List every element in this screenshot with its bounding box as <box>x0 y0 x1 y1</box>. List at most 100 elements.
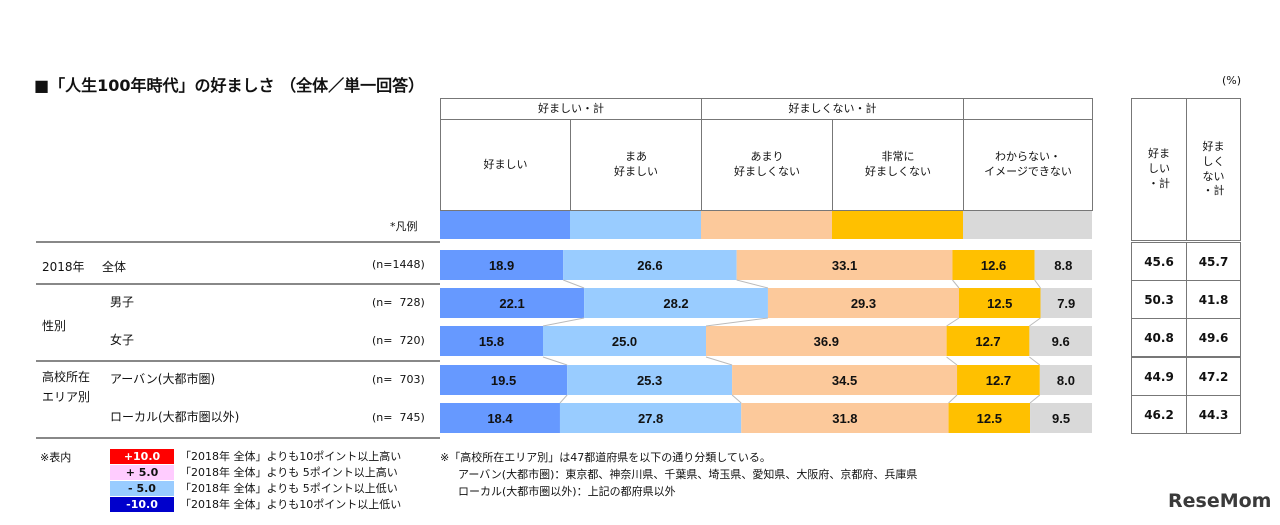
data-label: 26.6 <box>637 258 662 273</box>
bar-segment <box>958 288 1041 318</box>
bar-segment <box>767 288 959 318</box>
bar-segment <box>440 365 568 395</box>
note-color-box: + 5.0 <box>110 464 174 480</box>
bar-segment <box>559 403 742 433</box>
connector-line <box>946 317 960 327</box>
bar-segment <box>567 365 733 395</box>
data-label: 12.7 <box>975 334 1000 349</box>
bar-segment <box>741 403 949 433</box>
row-group-label: 2018年 <box>42 260 85 274</box>
note-item: - 5.0 「2018年 全体」よりも 5ポイント以上低い <box>110 480 398 496</box>
data-label: 12.7 <box>986 373 1011 388</box>
connector-line <box>542 317 585 327</box>
connector-line <box>1034 279 1041 289</box>
bar-segment <box>1029 326 1092 356</box>
note-text: 「2018年 全体」よりも10ポイント以上高い <box>180 450 402 463</box>
bar-segment <box>957 365 1040 395</box>
bar-segment <box>732 365 958 395</box>
data-label: 12.5 <box>977 411 1002 426</box>
area-note-line: アーバン(大都市圏)：東京都、神奈川県、千葉県、埼玉県、愛知県、大阪府、京都府、… <box>458 468 918 481</box>
connector-line <box>705 356 733 366</box>
connector-line <box>948 394 958 404</box>
bar-segment <box>1040 288 1092 318</box>
bar-segment <box>584 288 768 318</box>
sample-size: (n= 728) <box>372 296 425 309</box>
note-item: +10.0 「2018年 全体」よりも10ポイント以上高い <box>110 448 401 464</box>
sample-size: (n= 745) <box>372 411 425 424</box>
totals-cell: 47.2 <box>1186 357 1241 396</box>
row-group-label: 高校所在 エリア別 <box>42 370 91 404</box>
totals-cell: 44.3 <box>1186 395 1241 434</box>
legend-swatch <box>570 211 701 239</box>
connector-line <box>946 356 958 366</box>
area-note-line: ※「高校所在エリア別」は47都道府県を以下の通り分類している。 <box>440 451 771 464</box>
data-label: 15.8 <box>479 334 504 349</box>
totals-cell: 49.6 <box>1186 318 1241 357</box>
notes-label: ※表内 <box>40 451 72 464</box>
connector-line <box>1029 356 1041 366</box>
legend-swatch <box>440 211 570 239</box>
totals-cell: 45.7 <box>1186 242 1241 281</box>
connector-line <box>731 394 742 404</box>
area-note-line: ローカル(大都市圏以外)：上記の都府県以外 <box>458 485 676 498</box>
row-label: アーバン(大都市圏) <box>110 372 216 386</box>
bar-segment <box>563 250 737 280</box>
data-label: 19.5 <box>491 373 516 388</box>
data-label: 9.5 <box>1052 411 1070 426</box>
divider <box>36 437 440 439</box>
note-text: 「2018年 全体」よりも 5ポイント以上低い <box>180 482 398 495</box>
row-label: 女子 <box>110 333 135 347</box>
connector-line <box>1029 317 1041 327</box>
divider <box>36 360 440 362</box>
row-label: ローカル(大都市圏以外) <box>110 410 240 424</box>
bar-segment <box>706 326 947 356</box>
data-label: 8.8 <box>1054 258 1072 273</box>
bar-segment <box>946 326 1030 356</box>
data-label: 36.9 <box>814 334 839 349</box>
row-label: 男子 <box>110 295 135 309</box>
bar-segment <box>736 250 953 280</box>
note-color-box: -10.0 <box>110 496 174 512</box>
totals-cell: 50.3 <box>1131 280 1187 319</box>
data-label: 18.9 <box>489 258 514 273</box>
connector-line <box>736 279 769 289</box>
note-text: 「2018年 全体」よりも 5ポイント以上高い <box>180 466 398 479</box>
area-note: ※「高校所在エリア別」は47都道府県を以下の通り分類している。 アーバン(大都市… <box>440 449 917 500</box>
data-label: 12.5 <box>987 296 1012 311</box>
data-label: 25.0 <box>612 334 637 349</box>
note-color-box: - 5.0 <box>110 480 174 496</box>
bar-segment <box>1034 250 1092 280</box>
row-group-label: 性別 <box>42 319 67 333</box>
bar-segment <box>440 403 560 433</box>
connector-line <box>542 356 568 366</box>
legend-swatch <box>832 211 963 239</box>
data-label: 34.5 <box>832 373 857 388</box>
legend-label: *凡例 <box>390 220 418 233</box>
resemom-logo: ReseMom <box>1168 490 1272 512</box>
bar-segment <box>948 403 1031 433</box>
unit-label: (%) <box>1222 74 1242 87</box>
data-label: 9.6 <box>1052 334 1070 349</box>
data-label: 28.2 <box>663 296 688 311</box>
data-label: 12.6 <box>981 258 1006 273</box>
totals-cell: 44.9 <box>1131 357 1187 396</box>
data-label: 25.3 <box>637 373 662 388</box>
totals-header: 好ま しい ・計 <box>1131 98 1187 241</box>
connector-line <box>559 394 568 404</box>
bar-segment <box>440 288 585 318</box>
totals-header: 好ま しく ない ・計 <box>1186 98 1241 241</box>
data-label: 33.1 <box>832 258 857 273</box>
totals-cell: 46.2 <box>1131 395 1187 434</box>
note-item: + 5.0 「2018年 全体」よりも 5ポイント以上高い <box>110 464 398 480</box>
totals-cell: 40.8 <box>1131 318 1187 357</box>
legend-swatch <box>963 211 1092 239</box>
bar-segment <box>1030 403 1092 433</box>
sample-size: (n=1448) <box>372 258 425 271</box>
connector-line <box>705 317 769 327</box>
divider <box>36 283 440 285</box>
data-label: 29.3 <box>851 296 876 311</box>
bar-segment <box>543 326 707 356</box>
data-label: 7.9 <box>1057 296 1075 311</box>
data-label: 22.1 <box>499 296 524 311</box>
data-label: 8.0 <box>1057 373 1075 388</box>
